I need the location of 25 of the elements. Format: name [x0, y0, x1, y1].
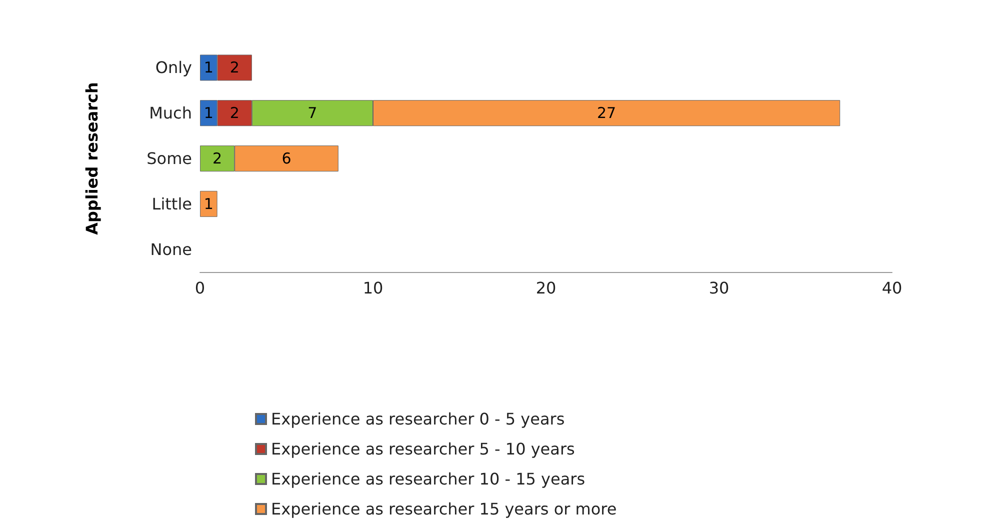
y-tick-label: Much	[149, 104, 192, 123]
x-tick-label: 20	[536, 278, 556, 298]
legend-label: Experience as researcher 15 years or more	[271, 500, 617, 518]
data-label: 1	[204, 104, 214, 122]
x-tick-label: 40	[882, 278, 902, 298]
x-tick-label: 0	[194, 278, 206, 298]
data-label: 7	[308, 104, 318, 122]
legend-label: Experience as researcher 5 - 10 years	[271, 440, 575, 458]
data-label: 2	[230, 58, 240, 77]
data-label: 6	[282, 150, 292, 168]
y-axis-title: Applied research	[82, 82, 102, 235]
y-tick-label: Only	[155, 58, 192, 78]
legend-label: Experience as researcher 0 - 5 years	[271, 410, 565, 428]
data-label: 2	[230, 104, 240, 122]
data-label: 27	[597, 104, 616, 122]
x-tick-label: 10	[362, 278, 384, 298]
legend-label: Experience as researcher 10 - 15 years	[271, 470, 586, 488]
data-label: 1	[204, 58, 214, 77]
x-tick-label: 30	[708, 278, 730, 298]
y-tick-label: Some	[146, 149, 192, 168]
data-label: 2	[212, 150, 222, 168]
bar	[200, 190, 218, 217]
y-tick-label: Little	[152, 194, 192, 214]
y-tick-label: None	[150, 240, 192, 259]
data-label: 1	[204, 194, 214, 213]
